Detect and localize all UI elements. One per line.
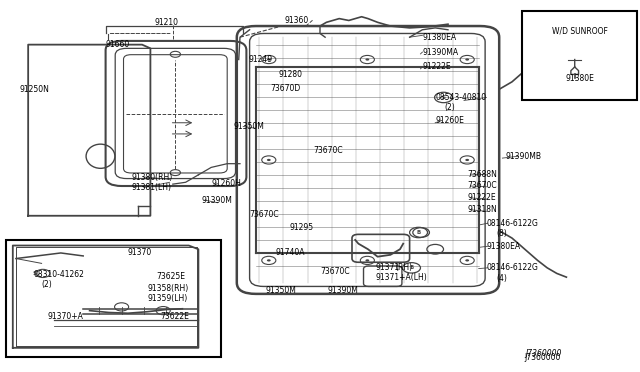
Text: 91280: 91280 xyxy=(278,70,302,79)
Text: 91358(RH): 91358(RH) xyxy=(147,284,188,293)
Text: B: B xyxy=(410,265,413,270)
Text: 91250N: 91250N xyxy=(19,85,49,94)
Text: 08543-40810: 08543-40810 xyxy=(435,93,486,102)
Text: 91222E: 91222E xyxy=(422,62,451,71)
Text: (4): (4) xyxy=(496,274,507,283)
Text: 73688N: 73688N xyxy=(467,170,497,179)
Text: J7360000: J7360000 xyxy=(525,353,561,362)
Text: 91390M: 91390M xyxy=(328,286,358,295)
Text: 91371: 91371 xyxy=(376,263,400,272)
Text: 91249: 91249 xyxy=(248,55,273,64)
Text: 73670D: 73670D xyxy=(271,84,301,93)
Text: 73625E: 73625E xyxy=(157,272,186,280)
Text: 73622E: 73622E xyxy=(160,312,189,321)
Text: 91370: 91370 xyxy=(128,248,152,257)
Bar xyxy=(6,240,221,357)
Text: 08310-41262: 08310-41262 xyxy=(33,270,84,279)
Text: 91260H: 91260H xyxy=(211,179,241,188)
Bar xyxy=(522,11,637,100)
Circle shape xyxy=(267,259,271,262)
Text: B: B xyxy=(417,230,420,235)
Text: 91360: 91360 xyxy=(285,16,309,25)
Text: (RH): (RH) xyxy=(396,263,413,272)
Text: S: S xyxy=(442,95,445,100)
Text: 91350M: 91350M xyxy=(266,286,296,295)
Text: 91380(RH): 91380(RH) xyxy=(131,173,172,182)
Text: 91380E: 91380E xyxy=(565,74,595,83)
Text: 91350M: 91350M xyxy=(234,122,264,131)
Text: 91380EA: 91380EA xyxy=(422,33,456,42)
Text: 91295: 91295 xyxy=(290,223,314,232)
Text: (2): (2) xyxy=(42,280,52,289)
Text: 91318N: 91318N xyxy=(467,205,497,214)
Text: 91260E: 91260E xyxy=(435,116,464,125)
Circle shape xyxy=(465,259,469,262)
Circle shape xyxy=(465,159,469,161)
Text: 91222E: 91222E xyxy=(467,193,496,202)
Text: 91390MA: 91390MA xyxy=(422,48,458,57)
Text: 73670C: 73670C xyxy=(314,146,343,155)
Circle shape xyxy=(365,58,369,61)
Text: (2): (2) xyxy=(444,103,455,112)
Text: (8): (8) xyxy=(496,229,507,238)
Text: 91381(LH): 91381(LH) xyxy=(131,183,172,192)
Text: 91660: 91660 xyxy=(106,40,130,49)
Text: 73670C: 73670C xyxy=(250,210,279,219)
Text: 08146-6122G: 08146-6122G xyxy=(486,263,538,272)
Text: W/D SUNROOF: W/D SUNROOF xyxy=(552,26,608,35)
Text: 91371+A(LH): 91371+A(LH) xyxy=(376,273,428,282)
Circle shape xyxy=(267,159,271,161)
Text: 91210: 91210 xyxy=(154,18,179,27)
Text: J7360000: J7360000 xyxy=(525,349,561,358)
Text: 91359(LH): 91359(LH) xyxy=(147,294,188,303)
Text: 73670C: 73670C xyxy=(320,267,349,276)
Text: 91370+A: 91370+A xyxy=(48,312,84,321)
Text: 73670C: 73670C xyxy=(467,182,497,190)
Circle shape xyxy=(267,58,271,61)
Circle shape xyxy=(365,259,369,262)
Text: 91380EA: 91380EA xyxy=(486,242,520,251)
Text: 08146-6122G: 08146-6122G xyxy=(486,219,538,228)
Circle shape xyxy=(465,58,469,61)
Text: 91390MB: 91390MB xyxy=(506,152,541,161)
Text: 91390M: 91390M xyxy=(202,196,232,205)
Text: S: S xyxy=(33,271,38,276)
Text: 91740A: 91740A xyxy=(275,248,305,257)
